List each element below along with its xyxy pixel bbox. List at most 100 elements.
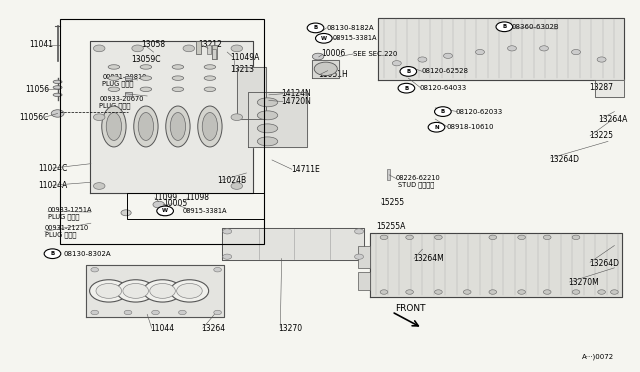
Circle shape	[476, 49, 484, 55]
Text: PLUG プラグ: PLUG プラグ	[48, 213, 79, 220]
Ellipse shape	[53, 93, 62, 96]
Circle shape	[508, 46, 516, 51]
Circle shape	[152, 310, 159, 315]
Text: 00931-20810: 00931-20810	[102, 74, 147, 80]
Polygon shape	[237, 67, 266, 119]
Circle shape	[93, 183, 105, 189]
Text: PLUG プラグ: PLUG プラグ	[99, 102, 131, 109]
Circle shape	[518, 235, 525, 240]
Circle shape	[96, 283, 122, 298]
Text: 00933-20670: 00933-20670	[99, 96, 144, 102]
Ellipse shape	[257, 137, 278, 146]
Ellipse shape	[53, 80, 62, 83]
Text: 11024A: 11024A	[38, 181, 68, 190]
Ellipse shape	[53, 86, 62, 89]
Text: 11098: 11098	[186, 193, 210, 202]
Polygon shape	[378, 18, 624, 80]
Text: 11049A: 11049A	[230, 53, 260, 62]
Ellipse shape	[140, 65, 152, 69]
Ellipse shape	[198, 106, 222, 147]
Ellipse shape	[108, 76, 120, 80]
Bar	[125, 92, 132, 96]
Circle shape	[223, 229, 232, 234]
Ellipse shape	[140, 76, 152, 80]
Text: 13264D: 13264D	[549, 155, 579, 164]
Circle shape	[150, 283, 175, 298]
Circle shape	[143, 280, 182, 302]
Polygon shape	[312, 60, 339, 78]
Bar	[212, 45, 217, 59]
Circle shape	[406, 235, 413, 240]
Text: 08120-62528: 08120-62528	[421, 68, 468, 74]
Circle shape	[231, 45, 243, 52]
Text: A···)0072: A···)0072	[582, 353, 614, 360]
Circle shape	[392, 61, 401, 66]
Circle shape	[93, 114, 105, 121]
Text: 14711E: 14711E	[291, 165, 320, 174]
Circle shape	[543, 235, 551, 240]
Circle shape	[183, 45, 195, 52]
Text: 11056: 11056	[26, 85, 50, 94]
Text: 13058: 13058	[141, 40, 165, 49]
Circle shape	[518, 290, 525, 294]
Polygon shape	[248, 92, 307, 147]
Text: 08915-3381A: 08915-3381A	[182, 208, 227, 214]
Bar	[387, 169, 390, 180]
Circle shape	[124, 310, 132, 315]
Polygon shape	[86, 265, 224, 317]
Ellipse shape	[204, 76, 216, 80]
Circle shape	[398, 83, 415, 93]
Circle shape	[611, 290, 618, 294]
Circle shape	[463, 290, 471, 294]
Circle shape	[428, 122, 445, 132]
Ellipse shape	[257, 98, 278, 107]
Circle shape	[444, 53, 452, 58]
Circle shape	[157, 206, 173, 216]
Text: 00933-1251A: 00933-1251A	[48, 207, 93, 213]
Text: B: B	[406, 69, 410, 74]
Text: 13264M: 13264M	[413, 254, 444, 263]
Circle shape	[355, 229, 364, 234]
Text: 08130-8182A: 08130-8182A	[326, 25, 374, 31]
Ellipse shape	[204, 87, 216, 92]
Ellipse shape	[102, 106, 126, 147]
Polygon shape	[370, 232, 622, 297]
Text: B: B	[51, 251, 54, 256]
Circle shape	[314, 62, 337, 76]
Circle shape	[572, 235, 580, 240]
Circle shape	[380, 290, 388, 294]
Circle shape	[418, 57, 427, 62]
Circle shape	[435, 290, 442, 294]
Text: 13264: 13264	[202, 324, 226, 333]
Bar	[60, 19, 264, 244]
Circle shape	[231, 114, 243, 121]
Text: B: B	[502, 24, 506, 29]
Circle shape	[170, 280, 209, 302]
Circle shape	[597, 57, 606, 62]
Text: PLUG プラグ: PLUG プラグ	[102, 80, 134, 87]
Bar	[358, 246, 370, 268]
Circle shape	[406, 290, 413, 294]
Text: B: B	[404, 86, 408, 91]
Ellipse shape	[257, 124, 278, 133]
Text: 11044: 11044	[150, 324, 175, 333]
Ellipse shape	[140, 87, 152, 92]
Circle shape	[214, 267, 221, 272]
Circle shape	[307, 23, 324, 33]
Circle shape	[51, 110, 64, 117]
Circle shape	[153, 201, 164, 208]
Circle shape	[496, 22, 513, 32]
Text: 00931-21210: 00931-21210	[45, 225, 89, 231]
Text: 11024C: 11024C	[38, 164, 68, 173]
Text: PLUG プラグ: PLUG プラグ	[45, 232, 76, 238]
Text: 15255: 15255	[380, 198, 404, 207]
Circle shape	[44, 249, 61, 259]
Text: 11041: 11041	[29, 40, 52, 49]
Circle shape	[123, 283, 148, 298]
Circle shape	[121, 210, 131, 216]
Circle shape	[214, 310, 221, 315]
Text: 14124N: 14124N	[282, 89, 311, 98]
Text: FRONT: FRONT	[396, 304, 426, 312]
Bar	[207, 45, 211, 54]
Text: 08130-8302A: 08130-8302A	[64, 251, 111, 257]
